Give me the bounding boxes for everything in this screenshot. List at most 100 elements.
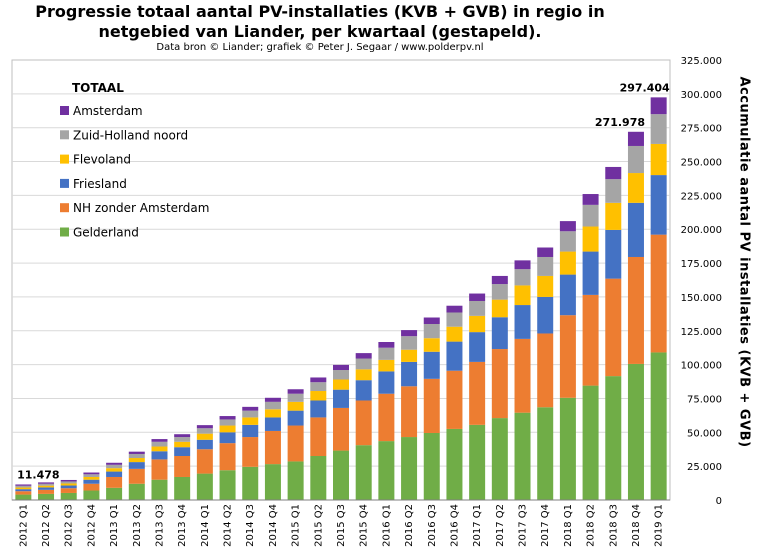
x-tick-label: 2016 Q1	[381, 504, 392, 547]
bar-segment	[38, 489, 55, 494]
bar-segment	[219, 416, 236, 420]
bar-segment	[106, 468, 123, 472]
bar-segment	[582, 194, 599, 205]
x-tick-label: 2013 Q4	[177, 504, 188, 547]
y-tick-label: 300.000	[681, 90, 722, 101]
bar-segment	[128, 462, 145, 469]
bar-segment	[627, 131, 644, 146]
bar-segment	[287, 393, 304, 402]
bar-segment	[310, 417, 327, 456]
x-tick-label: 2014 Q1	[200, 504, 211, 547]
bar-segment	[15, 487, 32, 490]
bar-segment	[650, 352, 667, 500]
x-tick-label: 2016 Q3	[427, 504, 438, 547]
y-tick-label: 250.000	[681, 158, 722, 169]
y-tick-label: 100.000	[681, 361, 722, 372]
bar-segment	[401, 336, 418, 350]
x-tick-label: 2015 Q1	[291, 504, 302, 547]
bar-segment	[242, 410, 259, 418]
bar-segment	[401, 349, 418, 362]
y-tick-label: 75.000	[687, 394, 722, 405]
bar-segment	[264, 401, 281, 410]
bar-segment	[355, 380, 372, 401]
bar-segment	[355, 358, 372, 370]
legend-label: NH zonder Amsterdam	[73, 201, 209, 215]
bar-segment	[196, 433, 213, 440]
bar-segment	[491, 275, 508, 285]
bar-segment	[355, 353, 372, 359]
x-tick-label: 2018 Q1	[563, 504, 574, 547]
bar-segment	[582, 294, 599, 386]
bar-segment	[287, 461, 304, 500]
bar-segment	[491, 317, 508, 350]
bar-segment	[151, 459, 168, 480]
chart-title-line-1: Progressie totaal aantal PV-installaties…	[35, 2, 605, 21]
x-tick-label: 2012 Q2	[41, 504, 52, 547]
x-tick-label: 2012 Q4	[86, 504, 97, 547]
total-annotation-label: 271.978	[595, 116, 645, 129]
bar-segment	[174, 434, 191, 438]
legend-title: TOTAAL	[72, 81, 124, 95]
bar-segment	[174, 476, 191, 500]
bar-segment	[582, 226, 599, 252]
bar-segment	[38, 485, 55, 488]
legend-swatch	[60, 130, 69, 140]
bar-segment	[355, 369, 372, 381]
bar-segment	[627, 363, 644, 500]
bar-segment	[401, 437, 418, 500]
bar-segment	[446, 305, 463, 313]
bar-segment	[446, 312, 463, 327]
legend-swatch	[60, 227, 69, 237]
y-tick-label: 225.000	[681, 191, 722, 202]
bar-segment	[310, 377, 327, 383]
bar-segment	[423, 317, 440, 324]
bar-segment	[333, 370, 349, 380]
bar-segment	[60, 481, 77, 484]
x-tick-label: 2014 Q4	[268, 504, 279, 547]
bar-segment	[378, 359, 395, 372]
total-annotation-label: 11.478	[17, 468, 59, 481]
chart-subtitle: Data bron © Liander; grafiek © Peter J. …	[156, 42, 484, 53]
x-tick-label: 2016 Q2	[404, 504, 415, 547]
bar-segment	[401, 361, 418, 387]
bar-segment	[310, 391, 327, 401]
bar-segment	[537, 247, 554, 257]
bar-segment	[196, 439, 213, 450]
legend-label: Gelderland	[73, 226, 139, 240]
bar-segment	[83, 476, 100, 480]
bar-segment	[106, 471, 123, 477]
total-annotation-label: 297.404	[620, 81, 670, 94]
bar-segment	[650, 234, 667, 353]
bar-segment	[469, 293, 486, 301]
x-tick-label: 2017 Q2	[495, 504, 506, 547]
bar-segment	[128, 468, 145, 484]
bar-segment	[310, 456, 327, 500]
chart-title-line-2: netgebied van Liander, per kwartaal (ges…	[98, 22, 542, 41]
bar-segment	[128, 451, 145, 454]
bar-segment	[378, 342, 395, 348]
bar-segment	[287, 425, 304, 462]
bar-segment	[650, 143, 667, 176]
bar-segment	[242, 437, 259, 467]
bar-segment	[151, 441, 168, 447]
bar-segment	[242, 424, 259, 438]
bar-segment	[174, 447, 191, 456]
bar-segment	[537, 275, 554, 297]
bar-segment	[83, 483, 100, 491]
bar-segment	[355, 445, 372, 500]
bar-segment	[174, 441, 191, 448]
bar-segment	[15, 485, 32, 488]
x-tick-label: 2019 Q1	[654, 504, 665, 547]
bar-segment	[514, 338, 531, 413]
bar-segment	[128, 453, 145, 459]
bar-segment	[264, 417, 281, 431]
y-tick-label: 200.000	[681, 225, 722, 236]
bar-segment	[378, 371, 395, 394]
bar-segment	[196, 425, 213, 429]
bar-segment	[514, 269, 531, 286]
y-tick-label: 325.000	[681, 56, 722, 67]
bar-segment	[627, 145, 644, 174]
bar-segment	[196, 428, 213, 434]
bar-segment	[537, 296, 554, 334]
